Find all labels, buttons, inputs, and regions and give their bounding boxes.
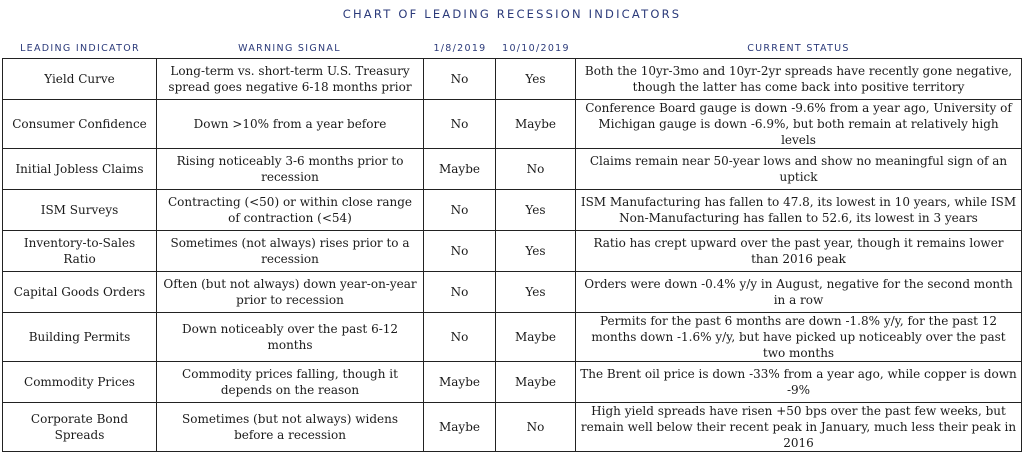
indicators-table: Yield Curve Long-term vs. short-term U.S… — [2, 58, 1022, 452]
warning-signal-cell: Rising noticeably 3-6 months prior to re… — [156, 148, 424, 190]
table-row: Initial Jobless Claims Rising noticeably… — [2, 148, 1022, 190]
current-status-cell: Permits for the past 6 months are down -… — [575, 312, 1022, 362]
table-row: Consumer Confidence Down >10% from a yea… — [2, 99, 1022, 149]
current-status-cell: ISM Manufacturing has fallen to 47.8, it… — [575, 189, 1022, 231]
table-row: Commodity Prices Commodity prices fallin… — [2, 361, 1022, 403]
table-row: Inventory-to-Sales Ratio Sometimes (not … — [2, 230, 1022, 272]
date-1-cell: No — [423, 58, 496, 100]
indicator-cell: Consumer Confidence — [2, 99, 157, 149]
date-1-cell: No — [423, 189, 496, 231]
warning-signal-cell: Long-term vs. short-term U.S. Treasury s… — [156, 58, 424, 100]
date-2-cell: Yes — [495, 58, 576, 100]
indicator-cell: ISM Surveys — [2, 189, 157, 231]
warning-signal-cell: Often (but not always) down year-on-year… — [156, 271, 424, 313]
date-1-cell: No — [423, 271, 496, 313]
header-date-1: 1/8/2019 — [433, 43, 487, 54]
table-row: ISM Surveys Contracting (<50) or within … — [2, 189, 1022, 231]
date-1-cell: Maybe — [423, 148, 496, 190]
header-leading-indicator: LEADING INDICATOR — [20, 43, 140, 54]
table-row: Capital Goods Orders Often (but not alwa… — [2, 271, 1022, 313]
date-2-cell: Maybe — [495, 312, 576, 362]
current-status-cell: Both the 10yr-3mo and 10yr-2yr spreads h… — [575, 58, 1022, 100]
date-2-cell: Maybe — [495, 99, 576, 149]
indicator-cell: Capital Goods Orders — [2, 271, 157, 313]
current-status-cell: The Brent oil price is down -33% from a … — [575, 361, 1022, 403]
warning-signal-cell: Contracting (<50) or within close range … — [156, 189, 424, 231]
warning-signal-cell: Sometimes (but not always) widens before… — [156, 402, 424, 452]
indicator-cell: Initial Jobless Claims — [2, 148, 157, 190]
date-1-cell: Maybe — [423, 402, 496, 452]
warning-signal-cell: Down noticeably over the past 6-12 month… — [156, 312, 424, 362]
table-row: Corporate Bond Spreads Sometimes (but no… — [2, 402, 1022, 452]
date-1-cell: No — [423, 312, 496, 362]
warning-signal-cell: Commodity prices falling, though it depe… — [156, 361, 424, 403]
date-2-cell: Yes — [495, 230, 576, 272]
date-2-cell: No — [495, 402, 576, 452]
date-2-cell: No — [495, 148, 576, 190]
current-status-cell: High yield spreads have risen +50 bps ov… — [575, 402, 1022, 452]
indicator-cell: Inventory-to-Sales Ratio — [2, 230, 157, 272]
date-2-cell: Yes — [495, 189, 576, 231]
page-title: CHART OF LEADING RECESSION INDICATORS — [342, 7, 682, 21]
indicator-cell: Corporate Bond Spreads — [2, 402, 157, 452]
indicator-cell: Commodity Prices — [2, 361, 157, 403]
header-date-2: 10/10/2019 — [502, 43, 570, 54]
header-current-status: CURRENT STATUS — [747, 43, 850, 54]
date-1-cell: No — [423, 99, 496, 149]
column-headers: LEADING INDICATOR WARNING SIGNAL 1/8/201… — [0, 43, 1024, 55]
date-2-cell: Maybe — [495, 361, 576, 403]
current-status-cell: Ratio has crept upward over the past yea… — [575, 230, 1022, 272]
warning-signal-cell: Sometimes (not always) rises prior to a … — [156, 230, 424, 272]
header-warning-signal: WARNING SIGNAL — [238, 43, 341, 54]
indicator-cell: Yield Curve — [2, 58, 157, 100]
current-status-cell: Orders were down -0.4% y/y in August, ne… — [575, 271, 1022, 313]
table-row: Yield Curve Long-term vs. short-term U.S… — [2, 58, 1022, 100]
date-1-cell: No — [423, 230, 496, 272]
current-status-cell: Conference Board gauge is down -9.6% fro… — [575, 99, 1022, 149]
current-status-cell: Claims remain near 50-year lows and show… — [575, 148, 1022, 190]
date-1-cell: Maybe — [423, 361, 496, 403]
warning-signal-cell: Down >10% from a year before — [156, 99, 424, 149]
table-row: Building Permits Down noticeably over th… — [2, 312, 1022, 362]
date-2-cell: Yes — [495, 271, 576, 313]
indicator-cell: Building Permits — [2, 312, 157, 362]
